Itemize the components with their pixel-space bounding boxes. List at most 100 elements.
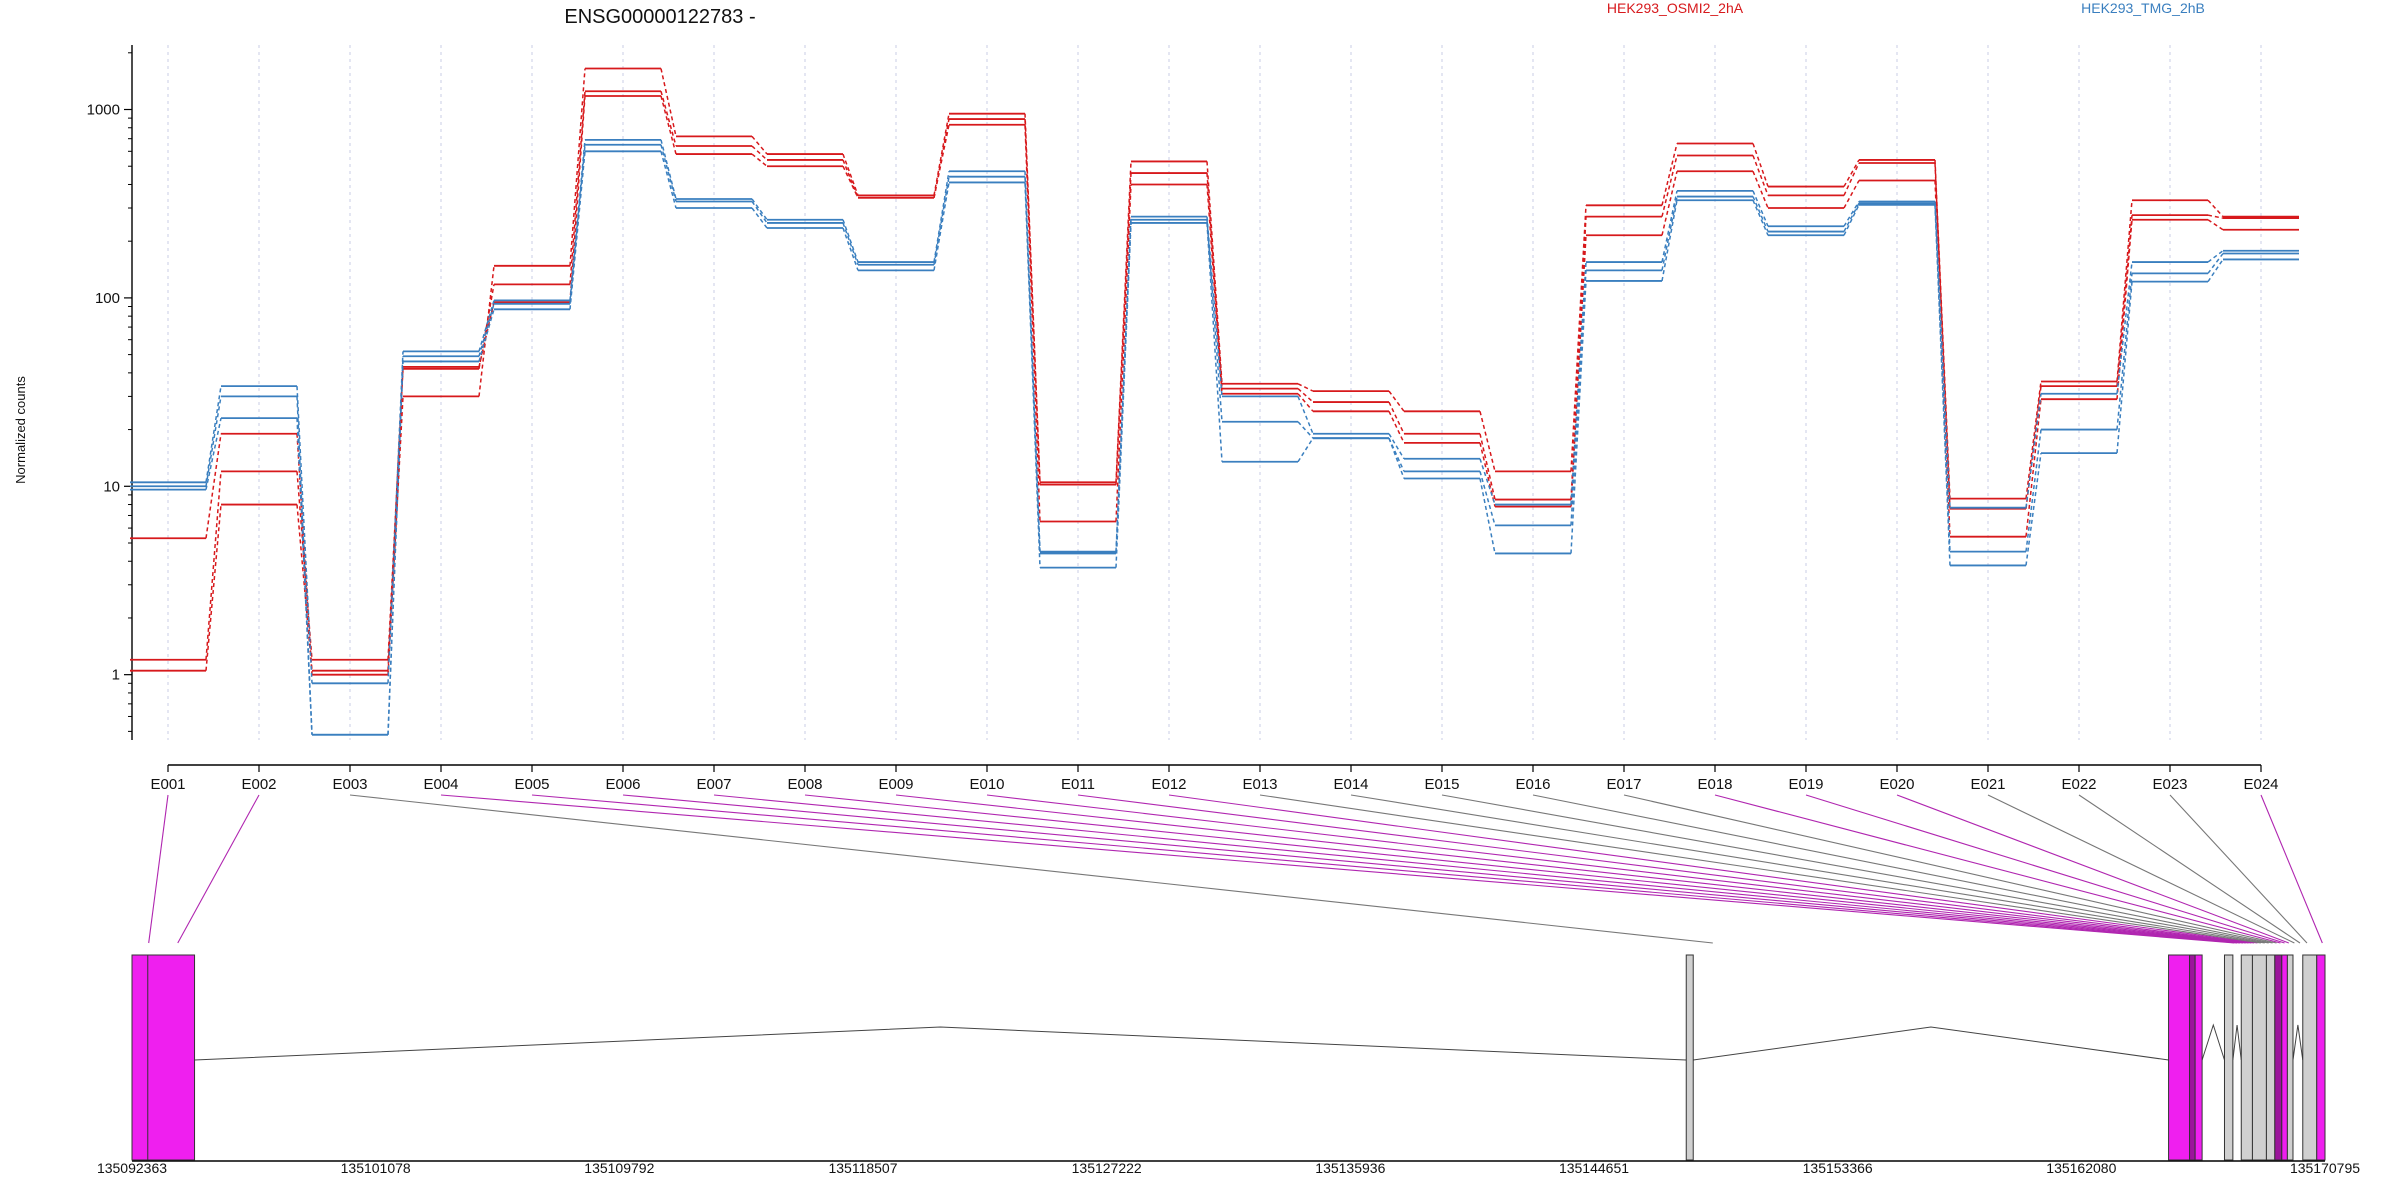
data-connector [933,124,950,198]
data-connector [1206,219,1223,422]
exon-link-e004 [440,794,2235,944]
data-connector [1752,190,1769,227]
data-connector [2116,281,2133,454]
data-connector [205,396,222,487]
y-tick-label: 1 [112,667,120,684]
exon-link-e019 [1805,794,2285,944]
data-connector [2025,453,2042,566]
data-connector [2207,199,2224,218]
data-connector [296,386,313,684]
exon-link-e013 [1259,794,2261,944]
data-connector [1388,401,1405,435]
data-connector [933,118,950,198]
exon-block [2316,954,2326,1161]
exon-block [2274,954,2283,1161]
data-connector [478,265,495,397]
data-connector [842,222,859,265]
data-connector [1570,205,1587,472]
data-connector [1934,162,1951,509]
legend-label-tmg: HEK293_TMG_2hB [2081,0,2205,16]
x-tick-label: E019 [1788,776,1823,793]
chart-title: ENSG00000122783 - [564,6,755,28]
data-connector [1206,161,1223,384]
data-connector [478,301,495,368]
intron-line [2292,1024,2304,1061]
data-connector [751,207,768,229]
data-connector [1297,437,1314,463]
intron-line [2201,1023,2225,1061]
data-connector [1297,388,1314,403]
x-tick-label: E016 [1515,776,1550,793]
genomic-tick-label: 135170795 [2290,1160,2360,1176]
exon-block [1685,954,1694,1161]
series-hek293_osmi2_2ha-0 [130,67,2299,676]
exon-link-e011 [1077,794,2255,944]
data-connector [1479,433,1496,500]
exon-block [2281,954,2288,1161]
data-connector [2116,273,2133,430]
data-connector [1297,393,1314,412]
exon-link-e018 [1714,794,2281,944]
data-connector [933,176,950,265]
exon-link-e024 [2260,794,2323,944]
genomic-tick-label: 135162080 [2046,1160,2116,1176]
data-connector [387,351,404,684]
data-connector [660,139,677,200]
exon-link-e003 [349,794,1713,944]
data-connector [1752,143,1769,187]
data-connector [1297,396,1314,435]
exon-block [2194,954,2203,1161]
data-connector [1752,199,1769,236]
data-connector [1115,222,1132,568]
data-connector [1479,442,1496,507]
data-connector [205,504,222,671]
data-connector [2025,393,2042,508]
data-connector [2116,200,2133,382]
exon-link-e009 [895,794,2249,944]
data-connector [1024,182,1041,568]
data-connector [1661,143,1678,206]
data-connector [660,151,677,209]
exon-link-e006 [622,794,2240,944]
data-connector [842,227,859,271]
exon-link-e014 [1350,794,2265,944]
data-connector [842,153,859,196]
x-tick-label: E005 [514,776,549,793]
data-connector [751,135,768,155]
data-connector [387,396,404,675]
x-tick-label: E004 [423,776,458,793]
data-connector [1570,280,1587,554]
y-tick-label: 1000 [87,102,120,119]
genomic-tick-label: 135101078 [341,1160,411,1176]
data-connector [1115,184,1132,522]
genomic-tick-label: 135127222 [1072,1160,1142,1176]
x-tick-label: E010 [969,776,1004,793]
data-connector [1752,155,1769,196]
data-connector [478,309,495,362]
data-connector [1843,204,1860,236]
data-connector [387,361,404,735]
data-connector [1297,383,1314,392]
data-connector [1024,113,1041,483]
x-tick-label: E011 [1061,776,1095,793]
data-connector [1479,471,1496,526]
exon-link-e008 [804,794,2246,944]
exon-link-e012 [1168,794,2258,944]
exon-block [2286,954,2294,1161]
data-connector [1024,119,1041,485]
genomic-tick-label: 135153366 [1803,1160,1873,1176]
exon-link-e005 [531,794,2238,944]
data-connector [842,219,859,263]
genomic-tick-label: 135144651 [1559,1160,1629,1176]
data-connector [1843,180,1860,209]
data-connector [842,165,859,199]
genomic-tick-label: 135135936 [1315,1160,1385,1176]
data-connector [1843,202,1860,232]
exon-link-e017 [1623,794,2277,944]
exon-link-e001 [148,794,169,944]
data-connector [1843,201,1860,227]
exon-block [2251,954,2267,1161]
exon-link-e020 [1896,794,2289,944]
data-connector [569,91,586,285]
